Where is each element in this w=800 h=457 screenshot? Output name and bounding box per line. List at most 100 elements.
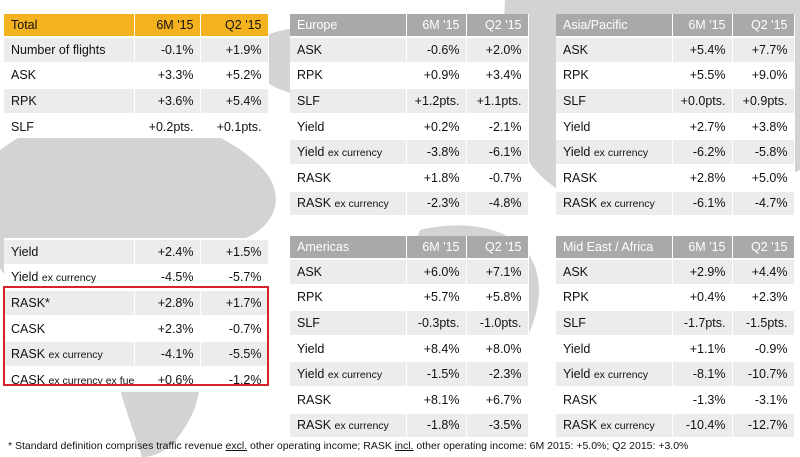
value-q2: +4.4% [732, 258, 795, 285]
value-q2: -5.8% [732, 138, 795, 165]
metric-name: RASK [297, 196, 332, 211]
value-6m: -4.5% [134, 263, 201, 291]
unit-table-body: Yield +2.4% +1.5% Yield ex currency -4.5% -5.… [4, 238, 269, 392]
total-table: Total 6M '15 Q2 '15 Number of flights -0.1% +… [4, 14, 269, 139]
metric-name: RPK [297, 290, 323, 305]
value-6m: +2.4% [134, 238, 201, 265]
value-6m: -1.3% [672, 385, 733, 413]
metric-name: RASK [297, 418, 332, 433]
metric-name: Yield [563, 341, 591, 356]
footnote: * Standard definition comprises traffic … [8, 440, 688, 452]
table-row: Yield ex currency -8.1% -10.7% [556, 360, 795, 387]
value-q2: +7.1% [466, 258, 529, 285]
table-row: Yield ex currency -4.5% -5.7% [4, 263, 269, 291]
value-6m: +2.8% [134, 289, 201, 316]
value-q2: +5.8% [466, 283, 529, 311]
table-row: Yield ex currency -3.8% -6.1% [290, 138, 529, 165]
table-row: RASK* +2.8% +1.7% [4, 289, 269, 316]
value-6m: +5.4% [672, 36, 733, 63]
table-row: CASK +2.3% -0.7% [4, 314, 269, 342]
metric-name: RASK [563, 170, 598, 185]
value-q2: +1.5% [200, 238, 269, 265]
row-label: Yield [4, 238, 135, 265]
unit-revenue-cost-table: Yield +2.4% +1.5% Yield ex currency -4.5% -5.… [4, 238, 269, 392]
value-q2: -0.7% [466, 163, 529, 191]
mid-east-africa-table: Mid East / Africa 6M '15 Q2 '15 ASK +2.9% +4.… [556, 236, 795, 438]
value-6m: +2.7% [672, 112, 733, 140]
value-q2: +1.7% [200, 289, 269, 316]
row-label: RASK [556, 385, 673, 413]
table-row: ASK +2.9% +4.4% [556, 258, 795, 285]
table-row: RPK +5.5% +9.0% [556, 61, 795, 89]
row-label: ASK [4, 61, 135, 89]
value-6m: -6.1% [672, 189, 733, 216]
table-row: RASK -1.3% -3.1% [556, 385, 795, 413]
metric-name: RASK [563, 392, 598, 407]
row-label: Yield ex currency [290, 138, 407, 165]
americas-table: Americas 6M '15 Q2 '15 ASK +6.0% +7.1% RPK +5.7… [290, 236, 529, 438]
metric-name: ASK [563, 264, 589, 279]
table-row: Yield +0.2% -2.1% [290, 112, 529, 140]
total-col-q2: Q2 '15 [200, 14, 269, 37]
value-6m: -3.8% [406, 138, 467, 165]
metric-qualifier: ex currency [41, 272, 97, 285]
table-row: SLF -0.3pts. -1.0pts. [290, 309, 529, 336]
value-q2: -12.7% [732, 411, 795, 438]
table-row: ASK -0.6% +2.0% [290, 36, 529, 63]
value-6m: +2.9% [672, 258, 733, 285]
asia-col-6m: 6M '15 [672, 14, 733, 37]
metric-qualifier: ex currency [600, 420, 655, 433]
value-6m: +0.6% [134, 365, 201, 392]
value-6m: -4.1% [134, 340, 201, 367]
row-label: Yield ex currency [290, 360, 407, 387]
value-6m: +2.8% [672, 163, 733, 191]
metric-name: ASK [11, 68, 37, 83]
asia-col-q2: Q2 '15 [732, 14, 795, 37]
row-label: RASK ex currency [556, 411, 673, 438]
metric-name: Yield [563, 145, 591, 160]
footnote-part-c: other operating income; RASK [247, 440, 395, 452]
metric-name: ASK [297, 42, 323, 57]
row-label: RASK ex currency [4, 340, 135, 367]
metric-qualifier: ex currency [334, 198, 389, 211]
asia-header-row: Asia/Pacific 6M '15 Q2 '15 [556, 14, 795, 37]
value-6m: -1.5% [406, 360, 467, 387]
value-q2: -2.1% [466, 112, 529, 140]
row-label: Yield ex currency [556, 138, 673, 165]
row-label: RPK [290, 283, 407, 311]
table-row: Yield +2.7% +3.8% [556, 112, 795, 140]
europe-table: Europe 6M '15 Q2 '15 ASK -0.6% +2.0% RPK +0.9% +… [290, 14, 529, 216]
value-q2: +2.0% [466, 36, 529, 63]
value-q2: -4.7% [732, 189, 795, 216]
value-6m: +1.8% [406, 163, 467, 191]
table-row: Yield ex currency -1.5% -2.3% [290, 360, 529, 387]
value-q2: -0.9% [732, 334, 795, 362]
value-q2: +7.7% [732, 36, 795, 63]
value-6m: -10.4% [672, 411, 733, 438]
value-6m: +3.3% [134, 61, 201, 89]
americas-col-6m: 6M '15 [406, 236, 467, 259]
value-q2: +5.2% [200, 61, 269, 89]
row-label: Yield [290, 112, 407, 140]
metric-name: ASK [297, 264, 323, 279]
value-q2: +1.1pts. [466, 87, 529, 114]
table-row: RPK +5.7% +5.8% [290, 283, 529, 311]
value-q2: -0.7% [200, 314, 269, 342]
table-row: Yield +1.1% -0.9% [556, 334, 795, 362]
metric-qualifier: ex currency [334, 420, 389, 433]
table-row: CASK ex currency ex fuel +0.6% -1.2% [4, 365, 269, 392]
metric-name: RASK [563, 196, 598, 211]
value-6m: +0.9% [406, 61, 467, 89]
value-6m: -1.7pts. [672, 309, 733, 336]
value-q2: -1.5pts. [732, 309, 795, 336]
table-row: RASK ex currency -10.4% -12.7% [556, 411, 795, 438]
value-6m: +8.4% [406, 334, 467, 362]
row-label: RASK [290, 385, 407, 413]
total-table-body: Total 6M '15 Q2 '15 Number of flights -0.1% +… [4, 14, 269, 139]
table-row: SLF +0.0pts. +0.9pts. [556, 87, 795, 114]
metric-name: RASK* [11, 295, 50, 310]
metric-name: Yield [297, 367, 325, 382]
metric-name: ASK [563, 42, 589, 57]
row-label: Yield ex currency [556, 360, 673, 387]
mea-header-row: Mid East / Africa 6M '15 Q2 '15 [556, 236, 795, 259]
